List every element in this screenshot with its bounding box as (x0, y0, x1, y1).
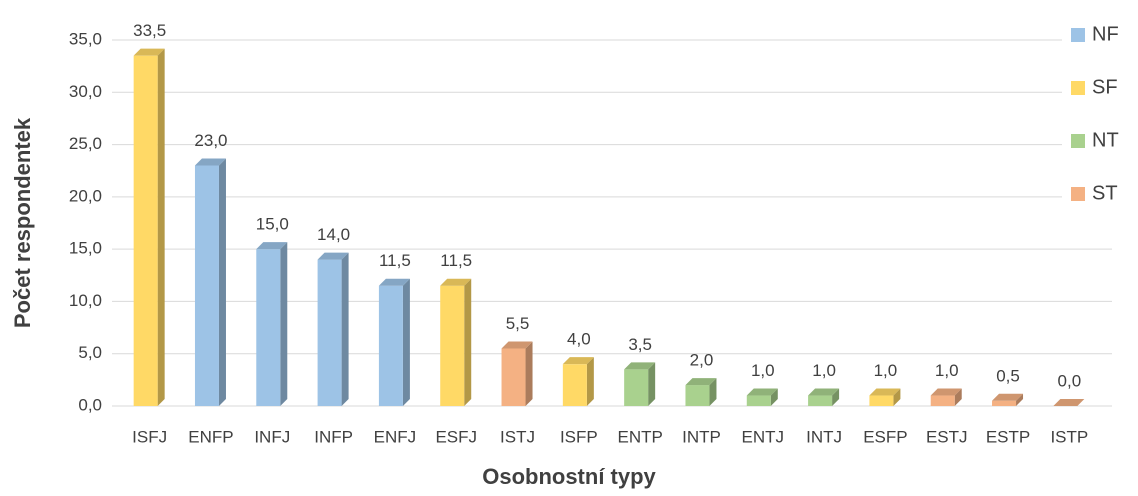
value-label: 3,5 (628, 335, 652, 354)
bar (992, 400, 1017, 406)
x-axis-label: Osobnostní typy (482, 464, 656, 489)
bar-top (869, 388, 901, 396)
bar (256, 249, 281, 406)
bar-top (808, 388, 840, 396)
x-tick-label: ESTJ (926, 427, 968, 446)
value-label: 1,0 (812, 361, 836, 380)
x-tick-label: INTP (682, 427, 721, 446)
x-tick-label: ISTP (1050, 427, 1088, 446)
bar-top (133, 48, 165, 56)
legend-swatch (1071, 28, 1085, 42)
value-label: 15,0 (256, 215, 289, 234)
bar-side (893, 388, 901, 406)
y-tick-label: 35,0 (69, 29, 102, 48)
bar-top (562, 357, 594, 365)
x-tick-label: ISFJ (132, 427, 167, 446)
bar (624, 369, 649, 406)
y-tick-label: 10,0 (69, 291, 102, 310)
value-label: 11,5 (440, 251, 472, 270)
bar (562, 364, 587, 406)
bar (501, 348, 526, 406)
value-label: 4,0 (567, 330, 591, 349)
x-tick-label: ESFJ (435, 427, 477, 446)
legend-swatch (1071, 134, 1085, 148)
bar-side (157, 48, 165, 406)
y-tick-label: 5,0 (78, 343, 102, 362)
legend-swatch (1071, 187, 1085, 201)
x-tick-label: INTJ (806, 427, 842, 446)
bar (930, 395, 955, 406)
x-tick-label: INFJ (254, 427, 290, 446)
legend-swatch (1071, 81, 1085, 95)
bar-side (954, 388, 962, 406)
value-label: 1,0 (935, 361, 959, 380)
bar-top (501, 341, 533, 349)
bar (808, 395, 833, 406)
bar-side (402, 278, 410, 406)
bar-side (218, 158, 226, 406)
bar-top (256, 242, 288, 250)
y-tick-label: 15,0 (69, 239, 102, 258)
bar-side (464, 278, 472, 406)
bar-side (1016, 393, 1024, 406)
value-label: 11,5 (379, 251, 411, 270)
legend-label: NF (1092, 23, 1119, 45)
bar-top (194, 158, 226, 166)
bar-top (685, 378, 717, 386)
bar-side (586, 357, 594, 406)
value-label: 14,0 (317, 225, 350, 244)
y-tick-label: 30,0 (69, 82, 102, 101)
bar-side (280, 242, 288, 406)
y-tick-label: 20,0 (69, 186, 102, 205)
value-label: 0,0 (1058, 371, 1082, 390)
y-tick-label: 0,0 (78, 395, 102, 414)
x-tick-label: ISFP (560, 427, 598, 446)
bar (194, 165, 219, 406)
bar (378, 285, 403, 406)
y-tick-label: 25,0 (69, 134, 102, 153)
bar-top (624, 362, 656, 370)
x-tick-label: ENFP (188, 427, 233, 446)
bar-top (930, 388, 962, 396)
x-tick-label: ENFJ (374, 427, 417, 446)
x-tick-label: INFP (314, 427, 353, 446)
bar-side (770, 388, 778, 406)
bar-side (709, 378, 717, 406)
value-label: 0,5 (996, 366, 1020, 385)
bar (440, 285, 465, 406)
bar (133, 55, 158, 406)
bar (869, 395, 894, 406)
legend-label: NT (1092, 129, 1119, 151)
bar-top (440, 278, 472, 286)
bar (317, 259, 342, 406)
x-tick-label: ESTP (986, 427, 1030, 446)
x-tick-label: ESFP (863, 427, 907, 446)
bar-top (992, 393, 1024, 401)
bar-side (648, 362, 656, 406)
bar-side (832, 388, 840, 406)
x-tick-label: ISTJ (500, 427, 535, 446)
bar (746, 395, 771, 406)
y-axis-label: Počet respondentek (10, 117, 35, 328)
legend-label: SF (1092, 76, 1118, 98)
bar-top (317, 252, 349, 260)
x-tick-label: ENTJ (742, 427, 785, 446)
value-label: 1,0 (751, 361, 775, 380)
bar (685, 385, 710, 406)
bar-top (1053, 399, 1085, 406)
value-label: 1,0 (874, 361, 898, 380)
value-label: 23,0 (194, 131, 227, 150)
value-label: 5,5 (506, 314, 530, 333)
value-label: 33,5 (133, 21, 166, 40)
bar-side (341, 252, 349, 406)
x-tick-label: ENTP (617, 427, 662, 446)
bar-top (746, 388, 778, 396)
value-label: 2,0 (690, 351, 714, 370)
bar-side (525, 341, 533, 406)
bar-top (378, 278, 410, 286)
legend-label: ST (1092, 182, 1118, 204)
